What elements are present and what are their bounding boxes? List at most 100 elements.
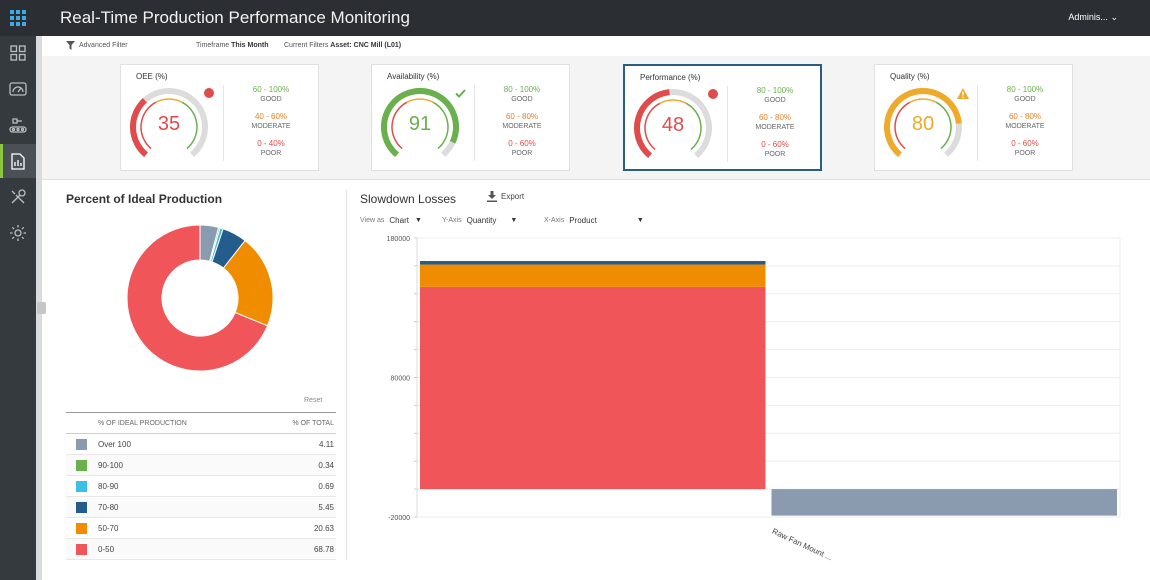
kpi-strip: OEE (%) 35 60 - 100% GOOD 40 - 60% MODERATE… bbox=[42, 56, 1150, 180]
advanced-filter-button[interactable]: Advanced Filter bbox=[66, 41, 128, 50]
chevron-down-icon[interactable]: ▼ bbox=[636, 217, 644, 224]
table-row[interactable]: 70-80 5.45 bbox=[66, 497, 336, 518]
gear-icon bbox=[10, 225, 26, 241]
legend-range: 0 - 60% bbox=[761, 140, 789, 149]
bar-segment[interactable] bbox=[420, 264, 766, 287]
kpi-legend-item: 0 - 60% POOR bbox=[482, 139, 562, 159]
dashboard-grid-icon bbox=[10, 45, 26, 61]
range-label: 90-100 bbox=[98, 460, 123, 470]
reset-button[interactable]: Reset bbox=[304, 397, 323, 404]
kpi-legend-item: 60 - 80% MODERATE bbox=[482, 112, 562, 132]
filter-bar: Advanced Filter Timeframe This Month Cur… bbox=[42, 36, 1150, 56]
sidebar bbox=[0, 36, 36, 580]
table-row[interactable]: 0-50 68.78 bbox=[66, 539, 336, 560]
kpi-card[interactable]: Availability (%) 91 80 - 100% GOOD 60 - 80… bbox=[371, 64, 570, 171]
chevron-down-icon[interactable]: ▼ bbox=[414, 217, 422, 224]
table-row[interactable]: 80-90 0.69 bbox=[66, 476, 336, 497]
kpi-title: Quality (%) bbox=[890, 72, 930, 81]
y-axis-control: Y-Axis Quantity ▼ bbox=[442, 216, 517, 225]
bar-segment[interactable] bbox=[420, 261, 766, 265]
x-axis-value[interactable]: Product bbox=[569, 216, 597, 225]
sidebar-item-reports[interactable] bbox=[0, 144, 36, 178]
warning-icon bbox=[957, 87, 969, 99]
column-header-total[interactable]: % of Total bbox=[292, 419, 334, 427]
sidebar-item-speedometer[interactable] bbox=[0, 72, 36, 106]
report-document-icon bbox=[11, 152, 25, 170]
kpi-legend-item: 60 - 80% MODERATE bbox=[985, 112, 1065, 132]
user-name[interactable]: Adminis... bbox=[1068, 12, 1108, 22]
y-tick-label: -20000 bbox=[388, 515, 410, 522]
legend-swatch bbox=[76, 460, 87, 471]
kpi-value: 35 bbox=[157, 113, 181, 135]
check-icon bbox=[454, 87, 466, 99]
y-axis-value[interactable]: Quantity bbox=[466, 216, 497, 225]
legend-label: GOOD bbox=[1014, 96, 1036, 103]
panel-divider bbox=[346, 190, 347, 560]
kpi-gauge bbox=[884, 88, 962, 158]
y-tick-label: 80000 bbox=[391, 376, 411, 383]
sidebar-item-dashboard[interactable] bbox=[0, 36, 36, 70]
legend-label: MODERATE bbox=[251, 123, 291, 130]
pie-slice-0-50[interactable] bbox=[126, 224, 269, 372]
legend-label: POOR bbox=[511, 150, 533, 157]
timeframe: Timeframe This Month bbox=[196, 42, 268, 49]
ideal-production-table: % of Ideal Production % of Total Over 10… bbox=[66, 412, 336, 560]
legend-swatch bbox=[76, 481, 87, 492]
y-axis-select[interactable]: Quantity ▼ bbox=[467, 216, 518, 225]
chevron-down-icon[interactable]: ▼ bbox=[510, 217, 518, 224]
legend-range: 80 - 100% bbox=[1006, 85, 1044, 94]
conveyor-icon bbox=[9, 118, 27, 133]
range-label: 50-70 bbox=[98, 523, 119, 533]
card-divider bbox=[223, 85, 224, 161]
filter-icon bbox=[66, 41, 75, 50]
collapse-handle[interactable] bbox=[37, 302, 46, 314]
sidebar-item-tools[interactable] bbox=[0, 180, 36, 214]
kpi-card[interactable]: Performance (%) 48 80 - 100% GOOD 60 - 80%… bbox=[623, 64, 822, 171]
card-divider bbox=[727, 86, 728, 162]
legend-range: 60 - 80% bbox=[505, 112, 539, 121]
kpi-legend-item: 0 - 60% POOR bbox=[985, 139, 1065, 159]
sidebar-item-conveyor[interactable] bbox=[0, 108, 36, 142]
slowdown-losses-panel: Slowdown Losses Export View as Chart ▼ Y-… bbox=[347, 180, 1150, 580]
range-label: Over 100 bbox=[98, 439, 131, 449]
bar-panel-title: Slowdown Losses bbox=[360, 192, 457, 206]
x-axis-select[interactable]: Product ▼ bbox=[569, 216, 644, 225]
legend-label: MODERATE bbox=[1005, 123, 1045, 130]
table-row[interactable]: 50-70 20.63 bbox=[66, 518, 336, 539]
view-as-value[interactable]: Chart bbox=[389, 216, 409, 225]
bar-segment[interactable] bbox=[420, 286, 766, 490]
pie-panel-title: Percent of Ideal Production bbox=[66, 192, 223, 206]
table-body: Over 100 4.11 90-100 0.34 80-90 0.69 70-… bbox=[66, 434, 336, 560]
kpi-legend-item: 60 - 80% MODERATE bbox=[735, 113, 815, 133]
download-icon bbox=[487, 191, 497, 202]
chevron-down-icon[interactable]: ⌄ bbox=[1110, 12, 1118, 22]
table-row[interactable]: Over 100 4.11 bbox=[66, 434, 336, 455]
percent-value: 0.69 bbox=[318, 481, 334, 491]
legend-label: GOOD bbox=[260, 96, 282, 103]
legend-label: POOR bbox=[764, 151, 786, 158]
column-header-ideal[interactable]: % of Ideal Production bbox=[98, 419, 187, 427]
table-row[interactable]: 90-100 0.34 bbox=[66, 455, 336, 476]
kpi-legend-item: 40 - 60% MODERATE bbox=[231, 112, 311, 132]
kpi-title: Performance (%) bbox=[640, 73, 701, 82]
y-tick-label: 180000 bbox=[387, 236, 410, 243]
ideal-production-donut bbox=[126, 224, 274, 372]
kpi-legend-item: 80 - 100% GOOD bbox=[482, 85, 562, 105]
ideal-production-panel: Percent of Ideal Production Reset % of I… bbox=[42, 180, 346, 580]
legend-range: 80 - 100% bbox=[756, 86, 794, 95]
kpi-value: 91 bbox=[408, 113, 432, 135]
export-button[interactable]: Export bbox=[487, 191, 524, 202]
legend-label: GOOD bbox=[511, 96, 533, 103]
kpi-card[interactable]: Quality (%) 80 80 - 100% GOOD 60 - 80% MODE… bbox=[874, 64, 1073, 171]
legend-range: 60 - 80% bbox=[758, 113, 792, 122]
user-menu[interactable]: Adminis... ⌄ bbox=[1068, 12, 1118, 23]
view-as-select[interactable]: Chart ▼ bbox=[389, 216, 422, 225]
range-label: 70-80 bbox=[98, 502, 119, 512]
app-grid-icon[interactable] bbox=[0, 0, 36, 36]
legend-label: POOR bbox=[1014, 150, 1036, 157]
sidebar-item-settings[interactable] bbox=[0, 216, 36, 250]
kpi-title: Availability (%) bbox=[387, 72, 440, 81]
bar-segment[interactable] bbox=[771, 489, 1118, 516]
kpi-card[interactable]: OEE (%) 35 60 - 100% GOOD 40 - 60% MODERATE… bbox=[120, 64, 319, 171]
legend-range: 0 - 60% bbox=[1011, 139, 1039, 148]
